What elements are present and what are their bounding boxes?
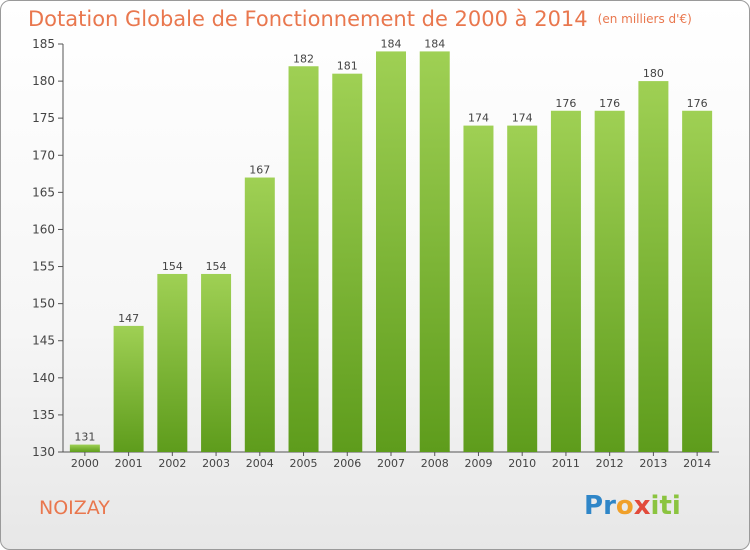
bar-value-label: 176 [599, 97, 620, 110]
chart-unit: (en milliers d'€) [597, 12, 692, 26]
bar [463, 125, 494, 452]
bar-value-label: 154 [206, 260, 227, 273]
bar-value-label: 180 [643, 67, 664, 80]
commune-name: NOIZAY [39, 497, 110, 519]
bar-value-label: 174 [512, 112, 533, 125]
bar-value-label: 176 [555, 97, 576, 110]
bar-value-label: 184 [424, 37, 445, 50]
x-tick-label: 2012 [596, 457, 624, 470]
bar [201, 273, 232, 452]
y-tick-label: 165 [32, 185, 55, 199]
bar-value-label: 182 [293, 52, 314, 65]
proxiti-logo: Proxiti [584, 491, 681, 521]
x-tick-label: 2014 [683, 457, 711, 470]
bar [376, 51, 406, 452]
bar [288, 66, 319, 452]
logo-letter: o [615, 491, 634, 521]
bar [682, 110, 713, 452]
y-axis: 130 135 140 145 150 155 160 165 170 175 180 185 [32, 37, 64, 459]
bar-value-label: 154 [162, 260, 183, 273]
y-tick-label: 145 [32, 334, 55, 348]
bar [157, 273, 188, 452]
x-tick-label: 2008 [421, 457, 449, 470]
logo-letter: P [584, 491, 604, 521]
bar-value-label: 167 [249, 164, 270, 177]
x-tick-label: 2000 [71, 457, 99, 470]
y-tick-label: 180 [32, 74, 55, 88]
chart-title-text: Dotation Globale de Fonctionnement de 20… [28, 7, 588, 31]
y-tick-label: 170 [32, 148, 55, 162]
x-tick-label: 2006 [333, 457, 361, 470]
logo-letter: x [633, 491, 651, 521]
y-tick-label: 135 [32, 408, 55, 422]
bar [69, 444, 100, 452]
x-tick-label: 2002 [158, 457, 186, 470]
bar-value-label: 174 [468, 112, 489, 125]
bar [638, 81, 669, 452]
x-tick-label: 2010 [508, 457, 536, 470]
bar [594, 110, 625, 452]
y-tick-label: 185 [32, 37, 55, 51]
bar-value-label: 176 [687, 97, 708, 110]
y-tick-label: 155 [32, 260, 55, 274]
x-tick-label: 2011 [552, 457, 580, 470]
x-tick-label: 2007 [377, 457, 405, 470]
bar-value-label: 181 [337, 60, 358, 73]
bar [507, 125, 538, 452]
bars: 131 147 154 154 167 182 181 184 184 174 174 176 176 1… [69, 37, 713, 452]
y-tick-label: 130 [32, 445, 55, 459]
logo-letter: ti [659, 491, 681, 521]
y-tick-label: 140 [32, 371, 55, 385]
y-tick-label: 160 [32, 222, 55, 236]
x-tick-label: 2013 [639, 457, 667, 470]
bar [244, 177, 275, 452]
logo-letter: r [603, 491, 616, 521]
x-tick-label: 2005 [290, 457, 318, 470]
x-tick-label: 2009 [464, 457, 492, 470]
bar [113, 325, 144, 452]
x-axis: 2000 2001 2002 2003 2004 2005 2006 2007 2008 2009… [63, 451, 719, 470]
y-tick-label: 175 [32, 111, 55, 125]
bar-value-label: 184 [381, 37, 402, 50]
bar [550, 110, 581, 452]
bar [332, 73, 363, 452]
y-tick-label: 150 [32, 297, 55, 311]
chart-title: Dotation Globale de Fonctionnement de 20… [28, 7, 692, 31]
x-tick-label: 2001 [115, 457, 143, 470]
bar-value-label: 131 [74, 431, 95, 444]
bar-value-label: 147 [118, 312, 139, 325]
bar [419, 51, 450, 452]
logo-letter: i [650, 491, 660, 521]
x-tick-label: 2004 [246, 457, 274, 470]
x-tick-label: 2003 [202, 457, 230, 470]
